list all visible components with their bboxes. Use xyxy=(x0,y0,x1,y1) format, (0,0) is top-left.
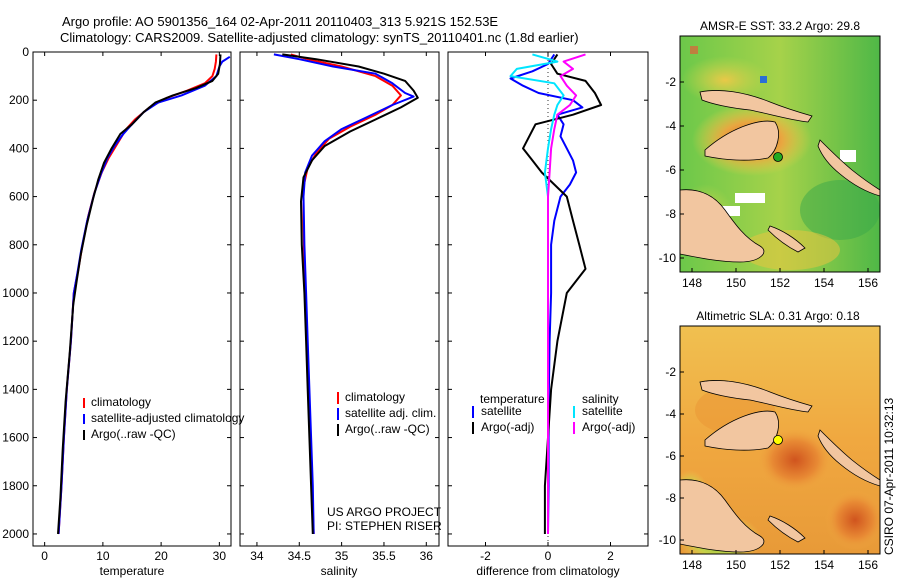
difference-legend-sal-argo: Argo(-adj) xyxy=(582,420,635,434)
difference-legend-temp-sat: satellite xyxy=(481,404,522,418)
temperature-lines xyxy=(57,54,231,535)
temperature-legend: climatology satellite-adjusted climatolo… xyxy=(83,395,244,441)
difference-xlabel: difference from climatology xyxy=(476,564,619,578)
depth-ytick-label: 0 xyxy=(22,45,29,59)
map-ytick-label: -8 xyxy=(665,491,676,505)
difference-xtick-label: 0 xyxy=(545,549,552,563)
temperature-legend-argo: Argo(..raw -QC) xyxy=(91,427,176,441)
map-xtick-label: 152 xyxy=(770,558,790,572)
difference-legend-sal-sat: satellite xyxy=(582,404,623,418)
difference-xtick-label: -2 xyxy=(480,549,491,563)
salinity-panel: 34 34.5 35 35.5 36 salinity climatology sate… xyxy=(239,51,442,578)
temperature-xtick-label: 0 xyxy=(41,549,48,563)
depth-ytick-label: 600 xyxy=(9,190,29,204)
depth-ytick-label: 200 xyxy=(9,93,29,107)
sla-map-ticks: 148 150 152 154 156 -2 -4 -6 -8 -10 xyxy=(659,365,879,572)
map-xtick-label: 148 xyxy=(682,276,702,290)
sla-float-marker xyxy=(773,435,783,445)
temperature-xtick-label: 20 xyxy=(154,549,168,563)
salinity-legend: climatology satellite adj. clim. Argo(..… xyxy=(337,390,436,436)
salinity-legend-clim: climatology xyxy=(345,390,405,404)
map-ytick-label: -4 xyxy=(665,407,676,421)
difference-ticks: -2 0 2 xyxy=(448,51,648,563)
salinity-xtick-label: 34.5 xyxy=(288,549,312,563)
temperature-xtick-label: 10 xyxy=(96,549,110,563)
temperature-xtick-label: 30 xyxy=(213,549,227,563)
map-xtick-label: 154 xyxy=(814,276,834,290)
temperature-series-argo-raw-qc xyxy=(57,54,222,535)
salinity-lines xyxy=(273,53,419,535)
difference-legend: temperature satellite Argo(-adj) salinit… xyxy=(472,392,635,434)
project-annotation: US ARGO PROJECT xyxy=(327,505,442,519)
map-xtick-label: 150 xyxy=(726,276,746,290)
salinity-xlabel: salinity xyxy=(321,564,358,578)
sla-map-title: Altimetric SLA: 0.31 Argo: 0.18 xyxy=(696,309,860,323)
difference-legend-temp-argo: Argo(-adj) xyxy=(481,420,534,434)
salinity-series-argo-raw-qc xyxy=(282,53,419,535)
map-xtick-label: 156 xyxy=(858,276,878,290)
salinity-ticks: 34 34.5 35 35.5 36 xyxy=(240,51,439,563)
map-xtick-label: 150 xyxy=(726,558,746,572)
depth-ytick-label: 1800 xyxy=(2,479,29,493)
difference-legend-sal-title: salinity xyxy=(582,392,619,406)
difference-legend-temp-title: temperature xyxy=(480,392,545,406)
difference-series-temperature-satellite xyxy=(509,53,584,535)
temperature-panel: 0 10 20 30 0 200 400 600 800 1000 1200 1400 1600 1800… xyxy=(2,45,244,578)
header-line-1: Argo profile: AO 5901356_164 02-Apr-2011… xyxy=(62,14,498,29)
temperature-series-climatology xyxy=(57,54,218,535)
salinity-xtick-label: 34 xyxy=(250,549,264,563)
difference-series-temperature-argo-adj xyxy=(522,53,603,534)
sst-map-ticks: 148 150 152 154 156 -2 -4 -6 -8 -10 xyxy=(659,75,879,290)
difference-lines xyxy=(509,52,603,546)
map-ytick-label: -2 xyxy=(665,365,676,379)
sst-map: AMSR-E SST: 33.2 Argo: 29.8 148 150 152 154… xyxy=(659,19,881,290)
map-ytick-label: -6 xyxy=(665,449,676,463)
csiro-stamp: CSIRO 07-Apr-2011 10:32:13 xyxy=(882,397,896,555)
sst-map-title: AMSR-E SST: 33.2 Argo: 29.8 xyxy=(700,19,860,33)
difference-series-salinity-argo-adj xyxy=(547,53,586,534)
map-ytick-label: -2 xyxy=(665,75,676,89)
temperature-legend-sat: satellite-adjusted climatology xyxy=(91,411,244,425)
temperature-xlabel: temperature xyxy=(100,564,165,578)
map-xtick-label: 154 xyxy=(814,558,834,572)
map-ytick-label: -8 xyxy=(665,207,676,221)
depth-ytick-label: 1400 xyxy=(2,382,29,396)
map-xtick-label: 156 xyxy=(858,558,878,572)
header-line-2: Climatology: CARS2009. Satellite-adjuste… xyxy=(60,30,579,45)
salinity-series-satellite-adj-clim xyxy=(273,53,415,535)
sla-map-field xyxy=(680,326,880,554)
map-ytick-label: -10 xyxy=(659,251,677,265)
salinity-xtick-label: 35 xyxy=(335,549,349,563)
temperature-axes-frame xyxy=(32,51,232,547)
depth-ytick-label: 800 xyxy=(9,238,29,252)
pi-annotation: PI: STEPHEN RISER xyxy=(327,519,442,533)
sst-float-marker xyxy=(773,152,783,162)
sla-map: Altimetric SLA: 0.31 Argo: 0.18 148 150 15… xyxy=(659,309,881,572)
depth-ytick-label: 400 xyxy=(9,141,29,155)
depth-ytick-label: 1200 xyxy=(2,334,29,348)
salinity-legend-argo: Argo(..raw -QC) xyxy=(345,422,430,436)
salinity-xtick-label: 36 xyxy=(420,549,434,563)
depth-ytick-label: 2000 xyxy=(2,527,29,541)
salinity-xtick-label: 35.5 xyxy=(372,549,396,563)
map-ytick-label: -6 xyxy=(665,163,676,177)
map-ytick-label: -4 xyxy=(665,119,676,133)
difference-panel: -2 0 2 difference from climatology tempera… xyxy=(447,51,649,578)
map-xtick-label: 148 xyxy=(682,558,702,572)
temperature-series-satellite-adjusted-climatology xyxy=(57,55,231,535)
temperature-legend-clim: climatology xyxy=(91,395,151,409)
depth-ytick-label: 1000 xyxy=(2,286,29,300)
salinity-legend-sat: satellite adj. clim. xyxy=(345,406,436,420)
map-ytick-label: -10 xyxy=(659,533,677,547)
map-xtick-label: 152 xyxy=(770,276,790,290)
depth-ytick-label: 1600 xyxy=(2,431,29,445)
salinity-axes-frame xyxy=(239,51,440,547)
difference-xtick-label: 2 xyxy=(607,549,614,563)
temperature-ticks: 0 10 20 30 0 200 400 600 800 1000 1200 1400 1600 1800… xyxy=(2,45,231,563)
sst-map-field xyxy=(680,36,880,272)
